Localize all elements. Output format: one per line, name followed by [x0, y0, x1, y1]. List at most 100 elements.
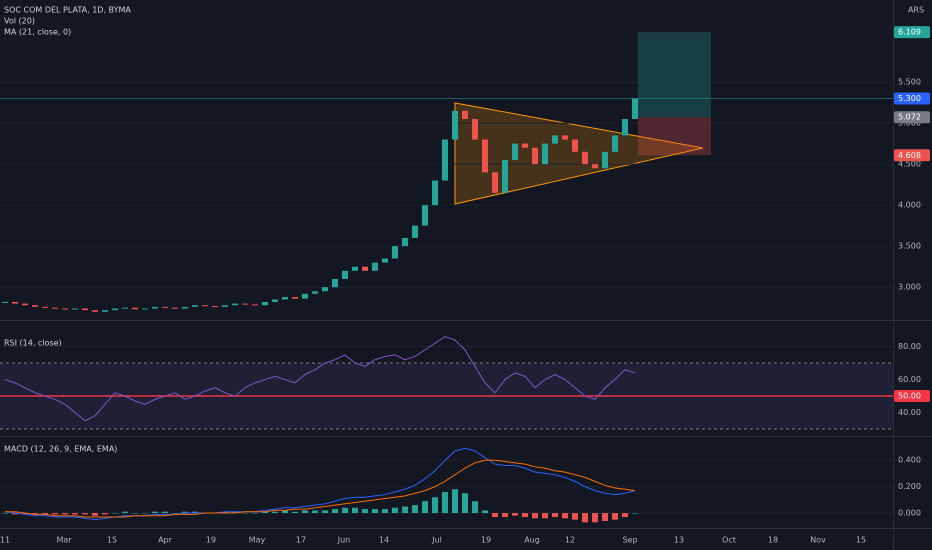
- histogram-bar: [252, 513, 258, 514]
- rsi-line: [4, 336, 636, 422]
- candle-body: [492, 172, 498, 193]
- histogram-bar: [332, 509, 338, 514]
- price-badge: [894, 26, 930, 39]
- histogram-bar: [542, 513, 548, 519]
- histogram-bar: [192, 511, 198, 514]
- price-badge: [894, 92, 930, 105]
- candle-body: [562, 135, 568, 140]
- indicator-label: Vol (20): [4, 17, 35, 26]
- histogram-bar: [112, 513, 118, 514]
- candle-body: [462, 110, 468, 120]
- histogram-bar: [572, 513, 578, 520]
- candle-body: [552, 135, 558, 144]
- histogram-bar: [512, 513, 518, 516]
- candle-body: [152, 306, 158, 309]
- histogram-bar: [412, 505, 418, 514]
- candle-body: [252, 304, 258, 306]
- y-tick-label: 0.200: [898, 482, 921, 491]
- candle-body: [612, 135, 618, 152]
- candle-body: [502, 160, 508, 193]
- histogram-bar: [462, 493, 468, 514]
- histogram-bar: [42, 513, 48, 515]
- x-tick-label: May: [249, 536, 266, 545]
- candle-body: [512, 143, 518, 161]
- histogram-bar: [182, 511, 188, 514]
- candle-body: [292, 297, 298, 299]
- candle-body: [192, 305, 198, 307]
- histogram-bar: [32, 513, 38, 515]
- candle-body: [2, 301, 8, 303]
- histogram-bar: [342, 507, 348, 514]
- histogram-bar: [352, 507, 358, 514]
- candle-body: [172, 307, 178, 309]
- candle-body: [592, 164, 598, 169]
- candle-body: [82, 308, 88, 311]
- histogram-bar: [402, 506, 408, 514]
- histogram-bar: [382, 509, 388, 514]
- x-tick-label: 18: [768, 536, 778, 545]
- macd-title: MACD (12, 26, 9, EMA, EMA): [4, 445, 117, 454]
- histogram-bar: [122, 511, 128, 514]
- price-badge: [894, 111, 930, 124]
- candle-body: [472, 119, 478, 140]
- histogram-bar: [312, 510, 318, 514]
- indicator-label: MA (21, close, 0): [4, 28, 71, 37]
- candle-body: [72, 308, 78, 310]
- candle-body: [302, 293, 308, 299]
- x-tick-label: Nov: [810, 536, 826, 545]
- x-tick-label: Apr: [158, 536, 173, 545]
- x-tick-label: 15: [107, 536, 117, 545]
- histogram-bar: [502, 513, 508, 518]
- candle-body: [52, 307, 58, 309]
- histogram-bar: [162, 511, 168, 514]
- candle-body: [282, 297, 288, 300]
- macd-line: [5, 459, 636, 518]
- histogram-bar: [442, 491, 448, 514]
- histogram-bar: [172, 513, 178, 514]
- x-tick-label: 14: [379, 536, 389, 545]
- candle-body: [382, 258, 388, 263]
- candle-body: [332, 278, 338, 288]
- candle-body: [102, 310, 108, 312]
- histogram-bar: [232, 511, 238, 514]
- histogram-bar: [272, 511, 278, 514]
- x-tick-label: Sep: [622, 536, 637, 545]
- y-tick-label: 80.00: [898, 342, 921, 351]
- histogram-bar: [302, 510, 308, 514]
- histogram-bar: [242, 513, 248, 514]
- candle-body: [432, 180, 438, 206]
- candle-body: [272, 299, 278, 302]
- triangle-drawing[interactable]: [454, 102, 704, 205]
- price-badge-label: 4.608: [898, 151, 921, 160]
- candle-body: [452, 110, 458, 140]
- x-tick-label: 15: [856, 536, 866, 545]
- histogram-bar: [432, 497, 438, 514]
- currency: ARS: [908, 6, 924, 15]
- histogram-bar: [452, 489, 458, 514]
- candle-body: [602, 151, 608, 169]
- histogram-bar: [362, 509, 368, 514]
- candle-body: [162, 306, 168, 308]
- histogram-bar: [52, 513, 58, 515]
- candle-body: [42, 306, 48, 308]
- candle-body: [352, 266, 358, 271]
- candle-body: [12, 301, 18, 304]
- candle-body: [222, 305, 228, 307]
- histogram-bar: [92, 513, 98, 516]
- x-tick-label: 12: [565, 536, 575, 545]
- candle-body: [412, 225, 418, 238]
- candle-body: [482, 139, 488, 173]
- candle-body: [262, 301, 268, 306]
- histogram-bar: [632, 513, 638, 514]
- histogram-bar: [492, 513, 498, 518]
- histogram-bar: [522, 513, 528, 518]
- candle-body: [132, 307, 138, 310]
- x-tick-label: 19: [481, 536, 491, 545]
- y-tick-label: 5.500: [898, 78, 921, 87]
- profit-zone: [638, 32, 711, 118]
- rsi-title: RSI (14, close): [4, 339, 62, 348]
- price-badge-label: 5.072: [898, 113, 921, 122]
- y-tick-label: 4.000: [898, 201, 921, 210]
